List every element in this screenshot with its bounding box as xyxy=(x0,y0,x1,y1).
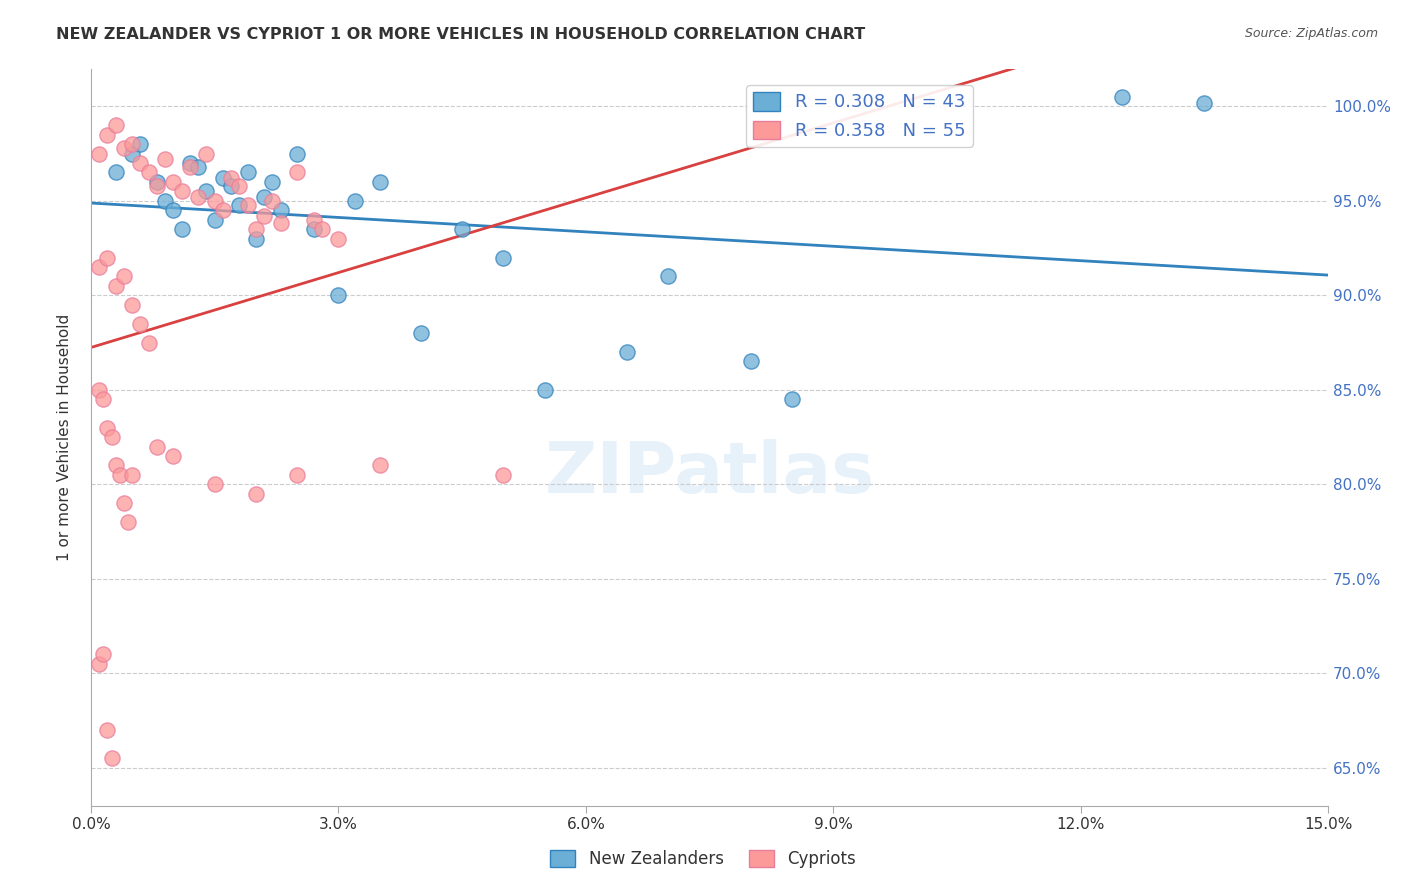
Point xyxy=(616,345,638,359)
Point xyxy=(108,467,131,482)
Point xyxy=(368,458,391,473)
Point xyxy=(492,251,515,265)
Point xyxy=(343,194,366,208)
Point xyxy=(262,194,284,208)
Point xyxy=(129,137,152,152)
Point xyxy=(492,467,515,482)
Point xyxy=(129,317,152,331)
Point xyxy=(104,165,127,179)
Point xyxy=(170,185,193,199)
Point xyxy=(219,171,242,186)
Point xyxy=(409,326,432,340)
Point xyxy=(179,160,201,174)
Point xyxy=(270,217,292,231)
Point xyxy=(311,222,333,236)
Point xyxy=(138,165,160,179)
Point xyxy=(179,156,201,170)
Point xyxy=(262,175,284,189)
Point xyxy=(121,137,143,152)
Point xyxy=(245,487,267,501)
Point xyxy=(740,354,762,368)
Point xyxy=(96,128,118,142)
Point xyxy=(1194,95,1216,110)
Text: NEW ZEALANDER VS CYPRIOT 1 OR MORE VEHICLES IN HOUSEHOLD CORRELATION CHART: NEW ZEALANDER VS CYPRIOT 1 OR MORE VEHIC… xyxy=(56,27,866,42)
Point xyxy=(195,146,218,161)
Point xyxy=(89,383,111,397)
Point xyxy=(112,496,135,510)
Point xyxy=(153,194,176,208)
Point xyxy=(170,222,193,236)
Point xyxy=(96,420,118,434)
Point xyxy=(138,335,160,350)
Point xyxy=(245,222,267,236)
Point xyxy=(368,175,391,189)
Point xyxy=(187,160,209,174)
Point xyxy=(117,515,139,529)
Point xyxy=(204,477,226,491)
Legend: R = 0.308   N = 43, R = 0.358   N = 55: R = 0.308 N = 43, R = 0.358 N = 55 xyxy=(747,85,973,147)
Point xyxy=(451,222,474,236)
Point xyxy=(212,171,235,186)
Point xyxy=(285,165,308,179)
Point xyxy=(91,648,114,662)
Point xyxy=(104,118,127,132)
Point xyxy=(146,440,169,454)
Point xyxy=(328,288,350,302)
Point xyxy=(129,156,152,170)
Point xyxy=(89,260,111,274)
Point xyxy=(146,178,169,193)
Legend: New Zealanders, Cypriots: New Zealanders, Cypriots xyxy=(544,843,862,875)
Point xyxy=(100,430,122,444)
Point xyxy=(270,203,292,218)
Point xyxy=(228,197,250,211)
Point xyxy=(121,298,143,312)
Point xyxy=(302,222,325,236)
Point xyxy=(328,232,350,246)
Point xyxy=(204,212,226,227)
Point xyxy=(245,232,267,246)
Point xyxy=(657,269,679,284)
Point xyxy=(253,190,276,204)
Point xyxy=(121,146,143,161)
Point xyxy=(236,197,259,211)
Point xyxy=(212,203,235,218)
Point xyxy=(162,449,184,463)
Point xyxy=(533,383,555,397)
Point xyxy=(91,392,114,407)
Point xyxy=(89,146,111,161)
Point xyxy=(162,203,184,218)
Point xyxy=(236,165,259,179)
Point xyxy=(89,657,111,671)
Point xyxy=(96,723,118,737)
Point xyxy=(162,175,184,189)
Point xyxy=(96,251,118,265)
Point xyxy=(100,751,122,765)
Point xyxy=(228,178,250,193)
Point xyxy=(285,146,308,161)
Point xyxy=(219,178,242,193)
Point xyxy=(302,212,325,227)
Point xyxy=(253,209,276,223)
Point xyxy=(104,458,127,473)
Point xyxy=(153,153,176,167)
Point xyxy=(104,278,127,293)
Point xyxy=(112,141,135,155)
Y-axis label: 1 or more Vehicles in Household: 1 or more Vehicles in Household xyxy=(58,313,72,561)
Point xyxy=(780,392,803,407)
Point xyxy=(1111,90,1133,104)
Point xyxy=(204,194,226,208)
Text: Source: ZipAtlas.com: Source: ZipAtlas.com xyxy=(1244,27,1378,40)
Point xyxy=(112,269,135,284)
Point xyxy=(146,175,169,189)
Point xyxy=(187,190,209,204)
Point xyxy=(195,185,218,199)
Point xyxy=(121,467,143,482)
Text: ZIPatlas: ZIPatlas xyxy=(544,440,875,508)
Point xyxy=(285,467,308,482)
